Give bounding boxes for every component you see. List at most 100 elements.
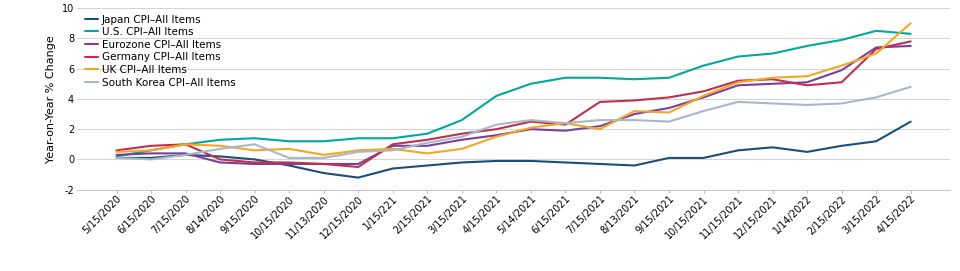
Germany CPI–All Items — [525, 120, 537, 123]
South Korea CPI–All Items — [663, 120, 675, 123]
Japan CPI–All Items — [145, 156, 156, 160]
UK CPI–All Items — [871, 52, 882, 55]
Eurozone CPI–All Items — [525, 128, 537, 131]
South Korea CPI–All Items — [352, 150, 364, 153]
South Korea CPI–All Items — [387, 149, 398, 152]
U.S. CPI–All Items — [732, 55, 744, 58]
Eurozone CPI–All Items — [110, 153, 122, 157]
Germany CPI–All Items — [560, 123, 571, 126]
Eurozone CPI–All Items — [145, 152, 156, 155]
Germany CPI–All Items — [352, 165, 364, 169]
Germany CPI–All Items — [318, 162, 329, 166]
U.S. CPI–All Items — [767, 52, 779, 55]
Japan CPI–All Items — [871, 140, 882, 143]
Japan CPI–All Items — [249, 158, 260, 161]
UK CPI–All Items — [352, 149, 364, 152]
Germany CPI–All Items — [180, 143, 191, 146]
U.S. CPI–All Items — [180, 143, 191, 146]
Germany CPI–All Items — [145, 144, 156, 147]
Japan CPI–All Items — [525, 159, 537, 163]
UK CPI–All Items — [732, 81, 744, 84]
Germany CPI–All Items — [836, 81, 848, 84]
U.S. CPI–All Items — [525, 82, 537, 85]
Japan CPI–All Items — [629, 164, 640, 167]
Germany CPI–All Items — [110, 149, 122, 152]
Eurozone CPI–All Items — [421, 144, 433, 147]
Japan CPI–All Items — [663, 156, 675, 160]
U.S. CPI–All Items — [560, 76, 571, 79]
UK CPI–All Items — [145, 149, 156, 152]
Japan CPI–All Items — [214, 155, 226, 158]
U.S. CPI–All Items — [318, 140, 329, 143]
South Korea CPI–All Items — [560, 121, 571, 125]
South Korea CPI–All Items — [767, 102, 779, 105]
Germany CPI–All Items — [732, 79, 744, 82]
UK CPI–All Items — [698, 94, 709, 98]
Line: UK CPI–All Items: UK CPI–All Items — [116, 23, 911, 155]
South Korea CPI–All Items — [905, 85, 917, 88]
Eurozone CPI–All Items — [180, 152, 191, 155]
U.S. CPI–All Items — [456, 118, 468, 122]
Germany CPI–All Items — [698, 90, 709, 93]
Japan CPI–All Items — [180, 153, 191, 157]
Japan CPI–All Items — [560, 161, 571, 164]
South Korea CPI–All Items — [594, 118, 606, 122]
U.S. CPI–All Items — [836, 38, 848, 41]
Eurozone CPI–All Items — [491, 134, 502, 137]
South Korea CPI–All Items — [836, 102, 848, 105]
South Korea CPI–All Items — [110, 156, 122, 160]
Germany CPI–All Items — [283, 161, 295, 164]
Line: U.S. CPI–All Items: U.S. CPI–All Items — [116, 31, 911, 156]
Japan CPI–All Items — [802, 150, 813, 153]
Eurozone CPI–All Items — [456, 138, 468, 141]
Eurozone CPI–All Items — [318, 162, 329, 166]
Legend: Japan CPI–All Items, U.S. CPI–All Items, Eurozone CPI–All Items, Germany CPI–All: Japan CPI–All Items, U.S. CPI–All Items,… — [82, 12, 239, 91]
South Korea CPI–All Items — [145, 158, 156, 161]
South Korea CPI–All Items — [214, 147, 226, 150]
Eurozone CPI–All Items — [594, 125, 606, 128]
Japan CPI–All Items — [491, 159, 502, 163]
South Korea CPI–All Items — [525, 118, 537, 122]
UK CPI–All Items — [214, 144, 226, 147]
Germany CPI–All Items — [456, 132, 468, 135]
Japan CPI–All Items — [698, 156, 709, 160]
UK CPI–All Items — [767, 76, 779, 79]
Eurozone CPI–All Items — [387, 144, 398, 147]
South Korea CPI–All Items — [629, 118, 640, 122]
UK CPI–All Items — [663, 111, 675, 114]
Japan CPI–All Items — [110, 156, 122, 160]
Y-axis label: Year-on-Year % Change: Year-on-Year % Change — [46, 35, 57, 163]
Eurozone CPI–All Items — [352, 162, 364, 166]
Germany CPI–All Items — [767, 78, 779, 81]
U.S. CPI–All Items — [214, 138, 226, 141]
UK CPI–All Items — [629, 109, 640, 113]
South Korea CPI–All Items — [318, 156, 329, 160]
Japan CPI–All Items — [352, 176, 364, 179]
Japan CPI–All Items — [767, 146, 779, 149]
Germany CPI–All Items — [663, 96, 675, 99]
Line: South Korea CPI–All Items: South Korea CPI–All Items — [116, 87, 911, 159]
U.S. CPI–All Items — [491, 94, 502, 98]
South Korea CPI–All Items — [421, 141, 433, 144]
U.S. CPI–All Items — [352, 137, 364, 140]
Japan CPI–All Items — [421, 164, 433, 167]
Japan CPI–All Items — [836, 144, 848, 147]
Germany CPI–All Items — [491, 128, 502, 131]
U.S. CPI–All Items — [283, 140, 295, 143]
Japan CPI–All Items — [732, 149, 744, 152]
UK CPI–All Items — [594, 128, 606, 131]
UK CPI–All Items — [802, 75, 813, 78]
Germany CPI–All Items — [594, 100, 606, 104]
South Korea CPI–All Items — [732, 100, 744, 104]
Germany CPI–All Items — [387, 143, 398, 146]
Line: Germany CPI–All Items: Germany CPI–All Items — [116, 41, 911, 167]
Japan CPI–All Items — [318, 172, 329, 175]
UK CPI–All Items — [387, 147, 398, 150]
UK CPI–All Items — [318, 153, 329, 157]
U.S. CPI–All Items — [249, 137, 260, 140]
South Korea CPI–All Items — [491, 123, 502, 126]
Eurozone CPI–All Items — [732, 84, 744, 87]
Eurozone CPI–All Items — [214, 161, 226, 164]
Eurozone CPI–All Items — [283, 162, 295, 166]
Japan CPI–All Items — [594, 162, 606, 166]
